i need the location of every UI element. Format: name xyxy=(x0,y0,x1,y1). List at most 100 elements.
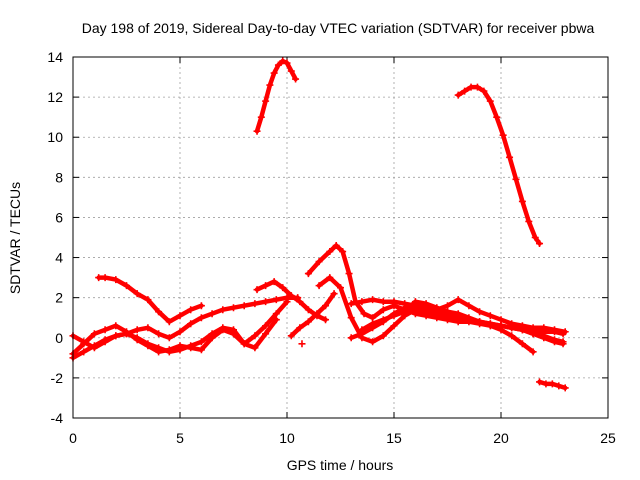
data-point xyxy=(298,340,306,348)
data-point xyxy=(240,340,248,348)
data-point xyxy=(270,69,278,77)
data-point xyxy=(155,344,163,352)
data-point xyxy=(347,300,355,308)
x-tick-label: 10 xyxy=(279,430,295,446)
data-point xyxy=(390,310,398,318)
data-point xyxy=(486,312,494,320)
series-arc-high-b xyxy=(454,83,544,248)
chart-title: Day 198 of 2019, Sidereal Day-to-day VTE… xyxy=(82,20,595,36)
series-arc-morning-dip xyxy=(69,316,280,362)
data-point xyxy=(345,270,353,278)
data-point xyxy=(551,336,558,344)
data-point xyxy=(219,306,227,314)
data-point xyxy=(411,298,419,306)
data-point xyxy=(279,57,287,65)
data-point xyxy=(101,336,109,344)
y-tick-label: -4 xyxy=(51,410,64,426)
data-point xyxy=(465,302,473,310)
data-point xyxy=(230,304,237,312)
x-tick-label: 5 xyxy=(176,430,184,446)
data-point xyxy=(379,298,387,306)
data-point xyxy=(230,326,237,334)
data-point xyxy=(272,296,280,304)
data-point xyxy=(454,91,462,99)
data-point xyxy=(253,127,261,135)
data-point xyxy=(123,330,130,338)
data-point xyxy=(531,234,539,241)
data-point xyxy=(176,328,184,336)
data-point xyxy=(262,298,270,306)
data-point xyxy=(369,324,377,332)
series-trace xyxy=(455,84,542,246)
data-point xyxy=(369,296,377,304)
data-point xyxy=(339,248,347,256)
data-point xyxy=(144,324,152,332)
data-point xyxy=(480,87,488,95)
data-point xyxy=(542,380,550,388)
data-point xyxy=(444,312,451,320)
data-point xyxy=(476,318,484,326)
data-point xyxy=(274,61,282,69)
series-arc-afternoon-c xyxy=(347,304,567,346)
data-point xyxy=(536,240,544,248)
data-point xyxy=(272,310,280,318)
data-point xyxy=(525,217,533,225)
data-point xyxy=(561,384,569,392)
data-point xyxy=(518,326,526,334)
data-point xyxy=(270,278,278,286)
data-point xyxy=(486,97,494,105)
data-point xyxy=(101,326,109,334)
data-point xyxy=(90,342,98,350)
data-point xyxy=(508,324,516,332)
series-arc-noon-scatter xyxy=(287,290,338,340)
data-point xyxy=(187,342,195,350)
y-tick-label: 0 xyxy=(55,330,63,346)
data-point xyxy=(208,330,216,338)
data-point xyxy=(165,348,173,356)
data-point xyxy=(219,324,227,332)
plot-frame xyxy=(72,56,609,419)
data-point xyxy=(197,338,205,346)
series-arc-high-a xyxy=(253,57,300,135)
data-point xyxy=(133,290,141,298)
data-point xyxy=(497,316,505,324)
data-point xyxy=(80,338,88,346)
y-tick-label: 14 xyxy=(47,49,63,65)
data-point xyxy=(369,314,377,322)
data-point xyxy=(444,302,451,310)
y-tick-label: 6 xyxy=(55,209,63,225)
data-point xyxy=(144,296,152,304)
data-point xyxy=(208,310,216,318)
grid xyxy=(73,57,608,418)
data-point xyxy=(155,330,163,338)
data-point xyxy=(379,332,387,340)
data-point xyxy=(315,282,323,290)
data-point xyxy=(369,338,377,346)
data-point xyxy=(337,284,344,292)
data-point xyxy=(551,326,558,334)
data-point xyxy=(330,290,338,298)
data-point xyxy=(411,306,419,314)
y-tick-label: 2 xyxy=(55,290,63,306)
series-arc-peak-noon xyxy=(304,242,567,338)
data-point xyxy=(287,67,295,75)
data-point xyxy=(176,346,184,354)
data-point xyxy=(257,113,265,121)
data-point xyxy=(165,334,173,342)
data-point xyxy=(518,340,526,348)
data-point xyxy=(313,310,321,318)
data-point xyxy=(123,282,130,290)
data-point xyxy=(133,334,141,342)
data-point xyxy=(101,274,109,282)
data-point xyxy=(272,316,280,324)
data-point xyxy=(240,302,248,310)
data-point xyxy=(555,382,563,390)
data-point xyxy=(197,346,205,354)
data-point xyxy=(536,378,544,386)
data-point xyxy=(322,302,330,310)
data-point xyxy=(296,324,304,332)
data-point xyxy=(112,332,120,340)
x-tick-label: 15 xyxy=(386,430,402,446)
y-tick-label: 8 xyxy=(55,169,63,185)
